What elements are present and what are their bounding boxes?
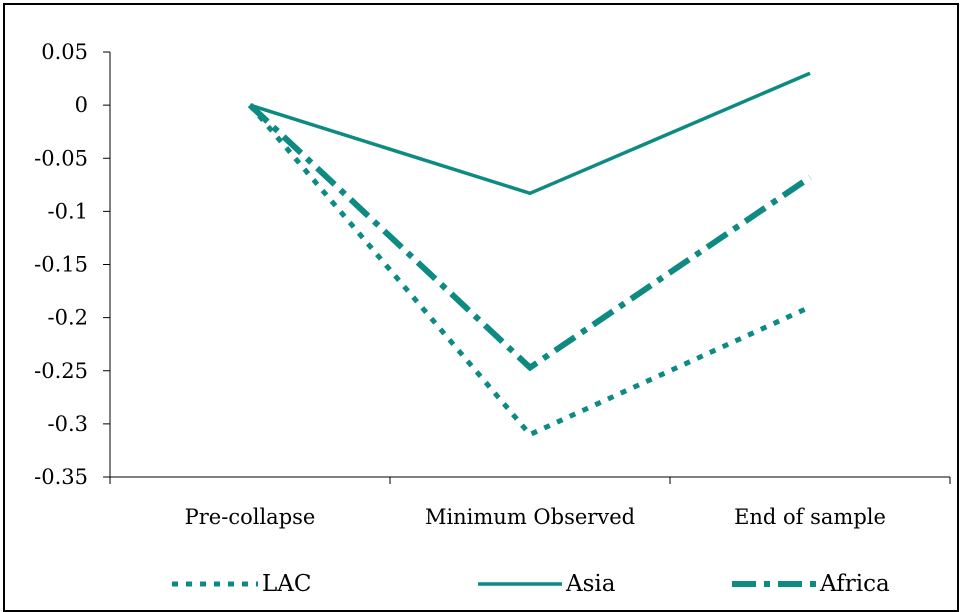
legend: LAC Asia Africa bbox=[172, 571, 890, 597]
y-tick-label: -0.3 bbox=[48, 412, 89, 436]
y-tick-label: -0.25 bbox=[34, 359, 88, 383]
y-tick-label: -0.15 bbox=[34, 253, 88, 277]
y-tick-label: -0.05 bbox=[34, 146, 88, 170]
y-tick-label: 0.05 bbox=[41, 40, 88, 64]
series-line-africa bbox=[247, 102, 812, 372]
chart-frame bbox=[3, 3, 959, 612]
series-layer bbox=[247, 71, 812, 438]
x-tick-label: End of sample bbox=[734, 505, 886, 529]
legend-label-lac: LAC bbox=[262, 571, 311, 597]
x-tick-label: Pre-collapse bbox=[185, 505, 316, 529]
legend-label-africa: Africa bbox=[819, 571, 890, 597]
series-line-asia bbox=[249, 71, 811, 196]
y-tick-label: -0.1 bbox=[48, 199, 89, 223]
y-tick-label: -0.35 bbox=[34, 465, 88, 489]
axes: 0.05 0 -0.05 -0.1 -0.15 -0.2 -0.25 -0.3 -0.35 Pre… bbox=[34, 40, 951, 529]
y-tick-label: 0 bbox=[75, 93, 88, 117]
x-tick-label: Minimum Observed bbox=[425, 505, 635, 529]
series-line-lac bbox=[248, 103, 812, 438]
legend-label-asia: Asia bbox=[565, 571, 616, 597]
y-tick-label: -0.2 bbox=[48, 306, 89, 330]
